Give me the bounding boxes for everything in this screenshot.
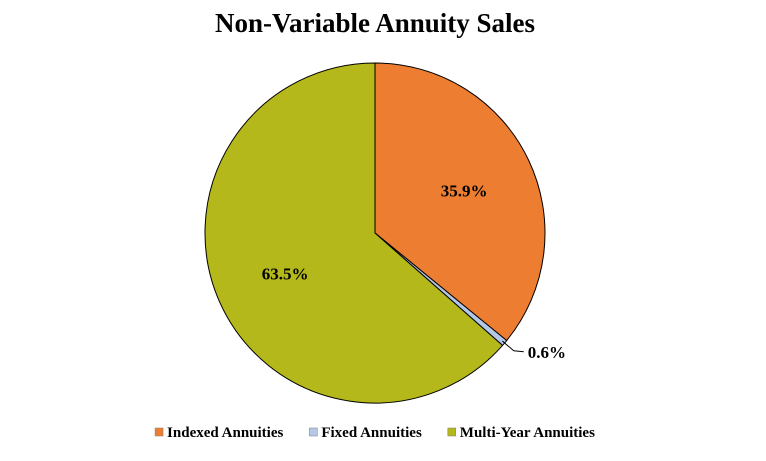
slice-labels: 35.9% 0.6% 63.5%	[262, 182, 566, 362]
leader-lines	[502, 340, 524, 353]
leader-line-fixed-annuities	[502, 340, 524, 353]
slice-label-fixed-annuities: 0.6%	[528, 343, 566, 362]
legend: Indexed Annuities Fixed Annuities Multi-Ye…	[154, 425, 595, 441]
legend-swatch-fixed-annuities	[309, 427, 318, 437]
legend-swatch-multi-year-annuities	[447, 427, 457, 437]
legend-item-indexed-annuities: Indexed Annuities	[154, 425, 284, 441]
slice-label-multi-year-annuities: 63.5%	[262, 265, 309, 284]
legend-item-fixed-annuities: Fixed Annuities	[309, 425, 422, 441]
slice-label-indexed-annuities: 35.9%	[441, 182, 488, 201]
legend-label-multi-year-annuities: Multi-Year Annuities	[460, 425, 595, 441]
legend-item-multi-year-annuities: Multi-Year Annuities	[447, 425, 595, 441]
legend-swatch-indexed-annuities	[154, 427, 164, 437]
legend-label-indexed-annuities: Indexed Annuities	[167, 425, 283, 441]
pie-slice-indexed-annuities	[374, 62, 546, 342]
pie-slice-multi-year-annuities	[204, 62, 504, 404]
legend-label-fixed-annuities: Fixed Annuities	[321, 425, 422, 441]
chart-title: Non-Variable Annuity Sales	[214, 8, 536, 38]
pie-slices	[204, 62, 546, 404]
